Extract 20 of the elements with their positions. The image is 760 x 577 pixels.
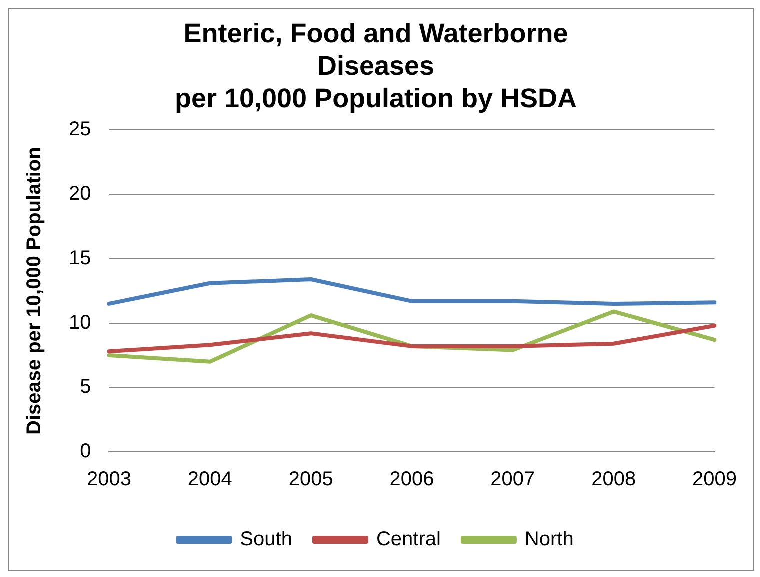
- x-tick-label: 2006: [390, 468, 434, 491]
- y-tick-label: 20: [68, 183, 92, 206]
- x-tick-label: 2009: [692, 468, 738, 491]
- legend-label: North: [524, 528, 574, 551]
- text: Diseases: [317, 51, 435, 82]
- x-tick-label: 2005: [288, 468, 334, 491]
- text: per 10,000 Population by HSDA: [174, 83, 578, 114]
- x-tick-label: 2004: [188, 468, 232, 491]
- y-tick-label: 15: [68, 247, 92, 270]
- x-tick-label: 2007: [490, 468, 536, 491]
- x-tick-label: 2003: [86, 468, 132, 491]
- legend-label: South: [240, 528, 292, 551]
- y-axis-title: Disease per 10,000 Population: [24, 147, 46, 436]
- y-tick-label: 0: [80, 440, 92, 463]
- text: Enteric, Food and Waterborne: [184, 18, 568, 49]
- y-tick-label: 10: [68, 312, 92, 334]
- y-tick-label: 5: [80, 376, 92, 398]
- y-tick-label: 25: [68, 118, 92, 141]
- x-tick-label: 2008: [592, 468, 636, 491]
- legend-label: Central: [376, 528, 441, 551]
